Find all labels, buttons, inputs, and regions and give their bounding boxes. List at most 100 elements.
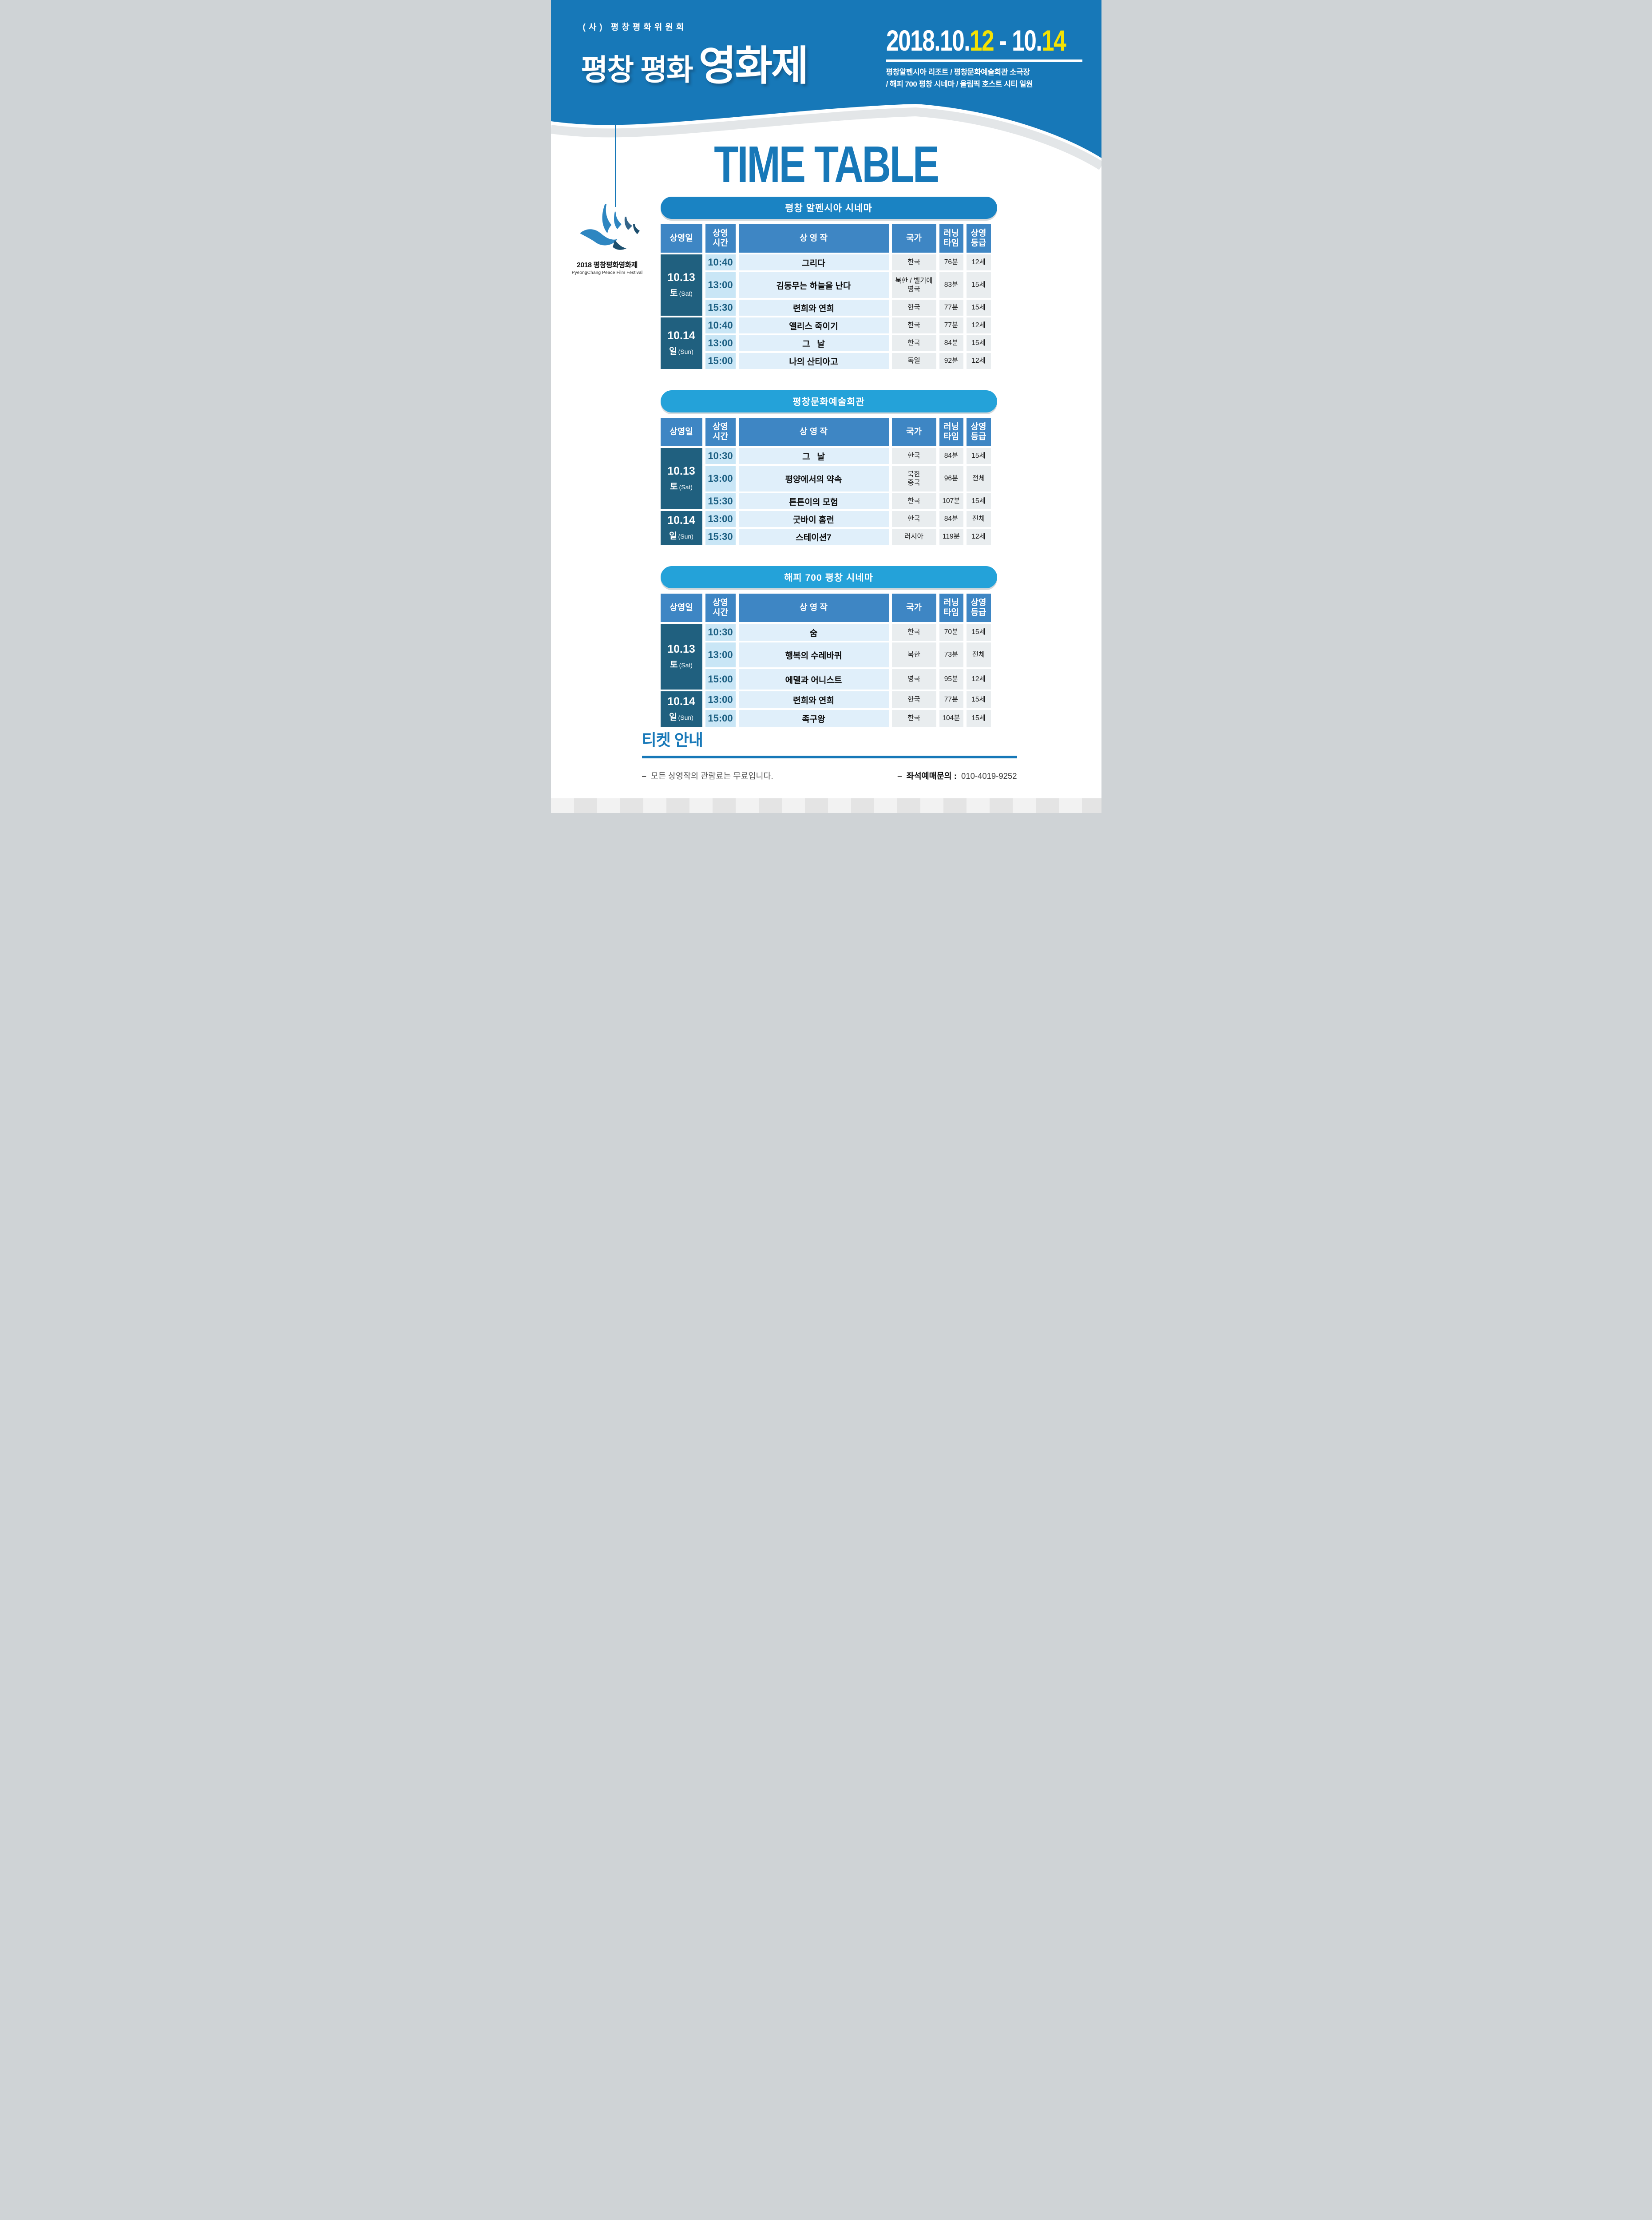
cell-film-title: 튼튼이의 모험 bbox=[738, 493, 889, 509]
cell-time: 10:40 bbox=[705, 254, 736, 270]
cell-runtime: 119분 bbox=[939, 529, 963, 545]
column-header: 국가 bbox=[891, 418, 936, 446]
cell-rating: 12세 bbox=[966, 669, 991, 690]
cell-runtime: 92분 bbox=[939, 353, 963, 369]
cell-runtime: 83분 bbox=[939, 272, 963, 298]
booking-contact-number: 010-4019-9252 bbox=[961, 771, 1017, 781]
column-header: 상영 등급 bbox=[966, 224, 991, 253]
festival-logo: 2018 평창평화영화제 PyeongChang Peace Film Fest… bbox=[570, 203, 645, 275]
cell-time: 10:30 bbox=[705, 448, 736, 464]
logo-subtitle: PyeongChang Peace Film Festival bbox=[571, 270, 643, 275]
cell-time: 13:00 bbox=[705, 335, 736, 351]
cell-time: 15:30 bbox=[705, 493, 736, 509]
cell-runtime: 73분 bbox=[939, 642, 963, 667]
table-row: 13:00 그 날 한국 84분 15세 bbox=[661, 335, 991, 351]
cell-country: 한국 bbox=[891, 624, 936, 641]
cell-runtime: 96분 bbox=[939, 466, 963, 492]
table-row: 15:00 에델과 어니스트 영국 95분 12세 bbox=[661, 669, 991, 690]
cell-time: 10:30 bbox=[705, 624, 736, 641]
column-header: 상영 등급 bbox=[966, 418, 991, 446]
cell-rating: 15세 bbox=[966, 272, 991, 298]
festival-poster: (사) 평창평화위원회 평창 평화 영화제 2018.10.12 - 10.14 … bbox=[551, 0, 1101, 813]
cell-country: 한국 bbox=[891, 254, 936, 270]
cell-film-title: 그 날 bbox=[738, 448, 889, 464]
festival-date-segment: - 10. bbox=[993, 24, 1042, 57]
bullet-dash: – bbox=[897, 771, 902, 781]
header-banner: (사) 평창평화위원회 평창 평화 영화제 2018.10.12 - 10.14 … bbox=[551, 0, 1101, 133]
column-header: 상영일 bbox=[660, 418, 702, 446]
cell-film-title: 평양에서의 약속 bbox=[738, 466, 889, 492]
venue-line-2: / 해피 700 평창 시네마 / 올림픽 호스트 시티 일원 bbox=[886, 80, 1033, 89]
cell-runtime: 77분 bbox=[939, 691, 963, 708]
table-row: 10.14 일 (Sun) 13:00 련희와 연희 한국 77분 15세 bbox=[660, 691, 991, 727]
cell-rating: 15세 bbox=[966, 691, 991, 708]
header-divider bbox=[886, 59, 1082, 62]
cell-country: 한국 bbox=[891, 511, 936, 527]
cell-time: 15:00 bbox=[705, 353, 736, 369]
cell-country: 북한 중국 bbox=[891, 466, 936, 492]
festival-date-segment: 12 bbox=[969, 24, 994, 57]
header-wave bbox=[551, 0, 1101, 170]
venue-line-1: 평창알펜시아 리조트 / 평창문화예술회관 소극장 bbox=[886, 68, 1030, 76]
column-header: 상영 시간 bbox=[705, 594, 736, 622]
table-row: 15:30 스테이션7 러시아 119분 12세 bbox=[661, 529, 991, 545]
cell-time: 15:00 bbox=[705, 710, 736, 727]
bullet-dash: – bbox=[642, 771, 646, 781]
cell-date: 10.14 일 (Sun) bbox=[660, 691, 702, 727]
cell-country: 북한 bbox=[891, 642, 936, 667]
cell-country: 한국 bbox=[891, 691, 936, 708]
cell-film-title: 련희와 연희 bbox=[738, 300, 889, 316]
date-number: 10.14 bbox=[667, 329, 695, 342]
organization-label: (사) 평창평화위원회 bbox=[582, 23, 687, 32]
table-row: 15:00 나의 산티아고 독일 92분 12세 bbox=[661, 353, 991, 369]
date-weekday: 일 (Sun) bbox=[669, 531, 693, 541]
cell-runtime: 104분 bbox=[939, 710, 963, 727]
column-header: 국가 bbox=[891, 594, 936, 622]
table-row: 10.13 토 (Sat) 10:30 그 날 한국 84분 15세 bbox=[660, 448, 991, 509]
cell-rating: 15세 bbox=[966, 300, 991, 316]
cell-date: 10.14 일 (Sun) bbox=[660, 317, 702, 369]
cell-runtime: 95분 bbox=[939, 669, 963, 690]
schedule-table: 상영일 상영 시간 상 영 작 국가 러닝 타임 상영 등급 10.13 토 (Sat) 10:4… bbox=[658, 222, 994, 371]
festival-title-main: 평창 평화 bbox=[581, 53, 693, 86]
date-weekday: 토 (Sat) bbox=[670, 289, 693, 298]
festival-title: 평창 평화 영화제 bbox=[581, 33, 809, 92]
free-admission-note: – 모든 상영작의 관람료는 무료입니다. bbox=[642, 770, 773, 781]
cell-country: 러시아 bbox=[891, 529, 936, 545]
cell-rating: 12세 bbox=[966, 317, 991, 333]
cell-rating: 15세 bbox=[966, 624, 991, 641]
cell-film-title: 족구왕 bbox=[738, 710, 889, 727]
festival-date-segment: 2018.10. bbox=[886, 24, 970, 57]
cell-film-title: 스테이션7 bbox=[738, 529, 889, 545]
cell-rating: 15세 bbox=[966, 448, 991, 464]
column-header: 러닝 타임 bbox=[939, 224, 963, 253]
cell-film-title: 나의 산티아고 bbox=[738, 353, 889, 369]
logo-name: 2018 평창평화영화제 bbox=[576, 262, 638, 269]
page-title: TIME TABLE bbox=[714, 135, 939, 193]
cell-rating: 15세 bbox=[966, 493, 991, 509]
venue-section: 평창문화예술회관 상영일 상영 시간 상 영 작 국가 러닝 타임 상영 등급 10.13 토(… bbox=[660, 390, 997, 547]
cell-date: 10.14 일 (Sun) bbox=[660, 511, 702, 545]
cell-runtime: 107분 bbox=[939, 493, 963, 509]
cell-time: 13:00 bbox=[705, 466, 736, 492]
schedule-table: 상영일 상영 시간 상 영 작 국가 러닝 타임 상영 등급 10.13 토 (Sat) 10:3… bbox=[658, 592, 994, 729]
table-row: 10.13 토 (Sat) 10:30 숨 한국 70분 15세 bbox=[660, 624, 991, 690]
accent-vertical-line bbox=[614, 123, 616, 207]
cell-rating: 전체 bbox=[966, 511, 991, 527]
cell-time: 13:00 bbox=[705, 272, 736, 298]
cell-rating: 전체 bbox=[966, 466, 991, 492]
table-row: 13:00 김동무는 하늘을 난다 북한 / 벨기에 영국 83분 15세 bbox=[661, 272, 991, 298]
date-number: 10.14 bbox=[667, 514, 695, 527]
festival-title-accent: 영화제 bbox=[698, 44, 809, 89]
column-header: 상 영 작 bbox=[738, 224, 889, 253]
date-number: 10.13 bbox=[667, 271, 695, 284]
cell-rating: 12세 bbox=[966, 254, 991, 270]
column-header: 국가 bbox=[891, 224, 936, 253]
footer-stripes bbox=[551, 798, 1101, 813]
table-row: 13:00 행복의 수레바퀴 북한 73분 전체 bbox=[661, 642, 991, 667]
dove-logo-icon bbox=[579, 204, 640, 250]
table-row: 15:30 튼튼이의 모험 한국 107분 15세 bbox=[661, 493, 991, 509]
cell-runtime: 84분 bbox=[939, 448, 963, 464]
column-header: 상 영 작 bbox=[738, 418, 889, 446]
cell-country: 한국 bbox=[891, 300, 936, 316]
